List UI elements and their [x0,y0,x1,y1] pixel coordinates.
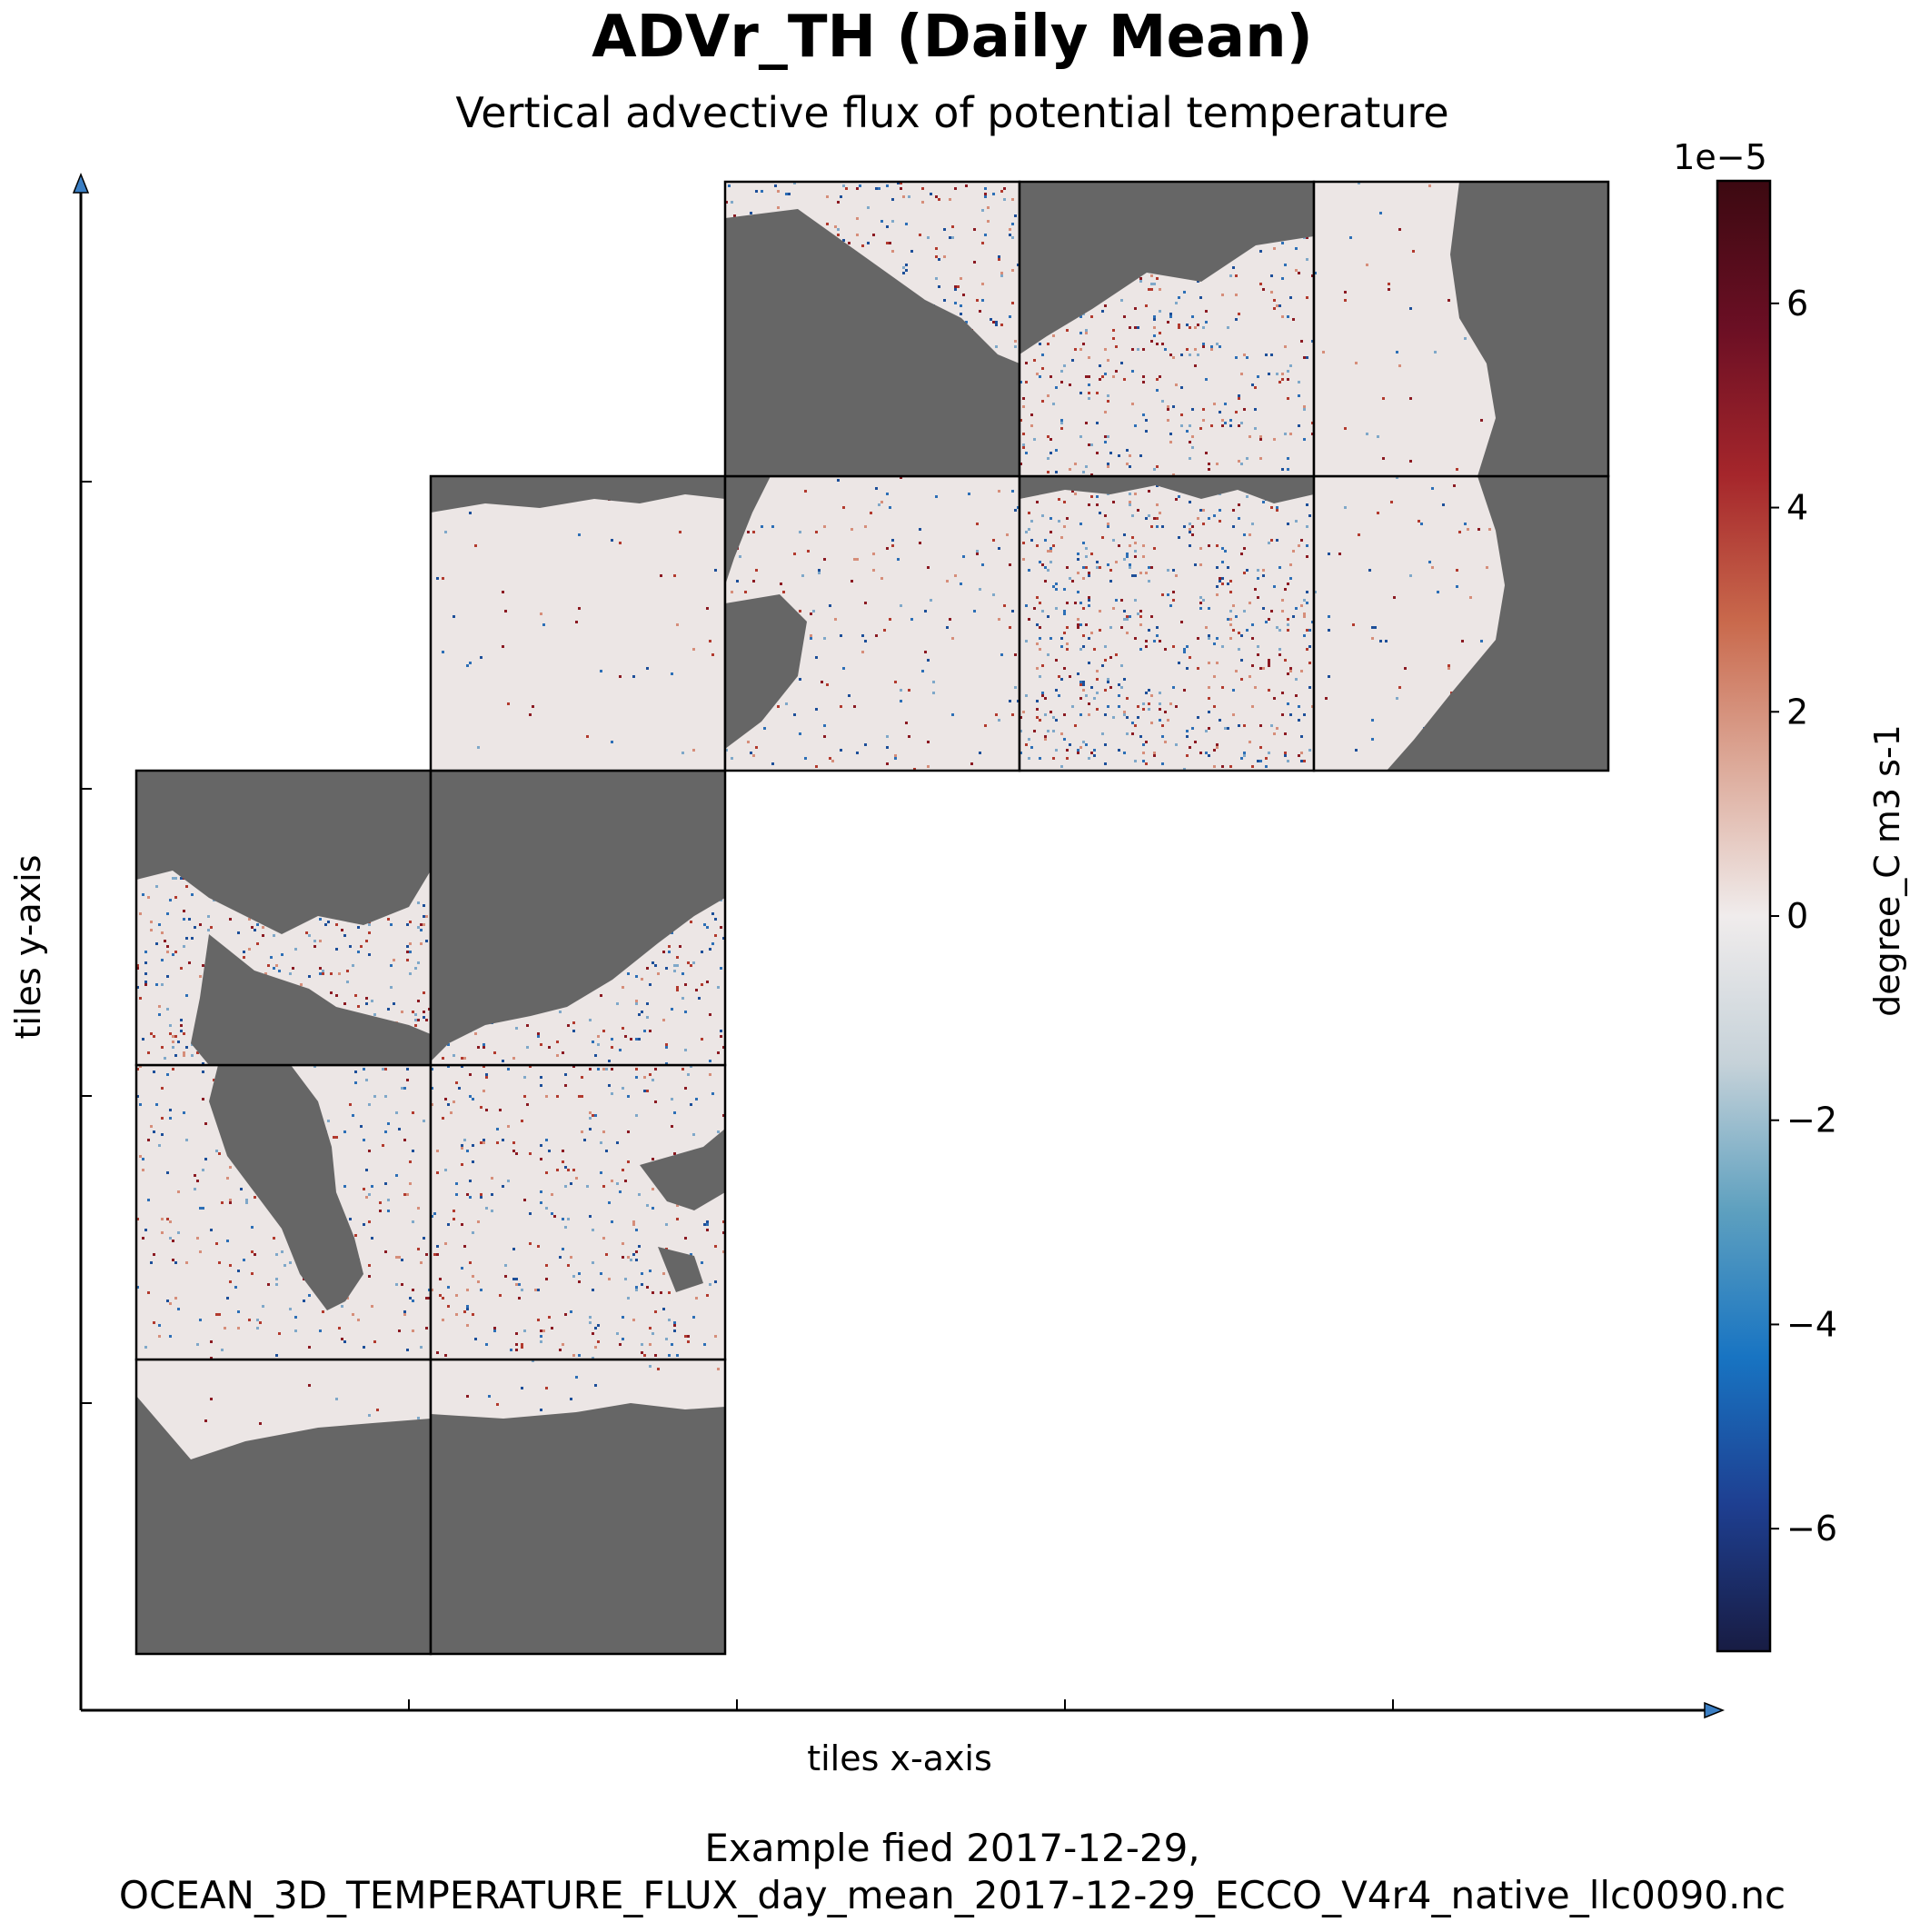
colorbar: −6 −4 −2 0 2 4 6 1e−5 degree_C m3 s-1 [1673,137,1907,1653]
caption-line-1: Example fied 2017-12-29, [704,1826,1199,1870]
land-mask [1450,182,1608,476]
tile-1-2 [429,769,727,1067]
x-axis-label: tiles x-axis [807,1738,992,1778]
colorbar-gradient [1716,179,1772,1653]
colorbar-tick-label: 4 [1786,488,1808,528]
colorbar-tick-label: −2 [1786,1100,1837,1140]
colorbar-tick-label: 6 [1786,284,1808,324]
colorbar-tick-label: −4 [1786,1304,1837,1344]
tile-1-3 [429,474,727,772]
land-mask [431,476,725,513]
land-mask [431,1403,725,1654]
y-axis-ticks [81,481,92,1404]
tile-1-0 [429,1358,727,1656]
land-mask [209,1065,363,1310]
colorbar-tick-label: 0 [1786,896,1808,936]
land-mask [640,1129,725,1210]
land-mask [725,209,1020,476]
caption-line-2: OCEAN_3D_TEMPERATURE_FLUX_day_mean_2017-… [119,1873,1786,1917]
tile-2-3 [723,474,1021,772]
land-mask [431,771,725,1061]
tile-ocean [431,1065,725,1359]
tile-4-4 [1312,180,1610,478]
colorbar-ticks: −6 −4 −2 0 2 4 6 [1770,284,1837,1549]
chart-subtitle: Vertical advective flux of potential tem… [455,88,1448,137]
tile-3-3 [1018,474,1316,772]
y-axis-arrow [72,172,90,194]
land-mask [136,1396,431,1654]
y-axis-label: tiles y-axis [8,855,48,1040]
colorbar-tick-label: −6 [1786,1509,1837,1549]
tile-ocean [1020,476,1314,771]
tile-noise [136,1065,431,1359]
tile-mosaic [134,180,1610,1656]
chart-title: ADVr_TH (Daily Mean) [592,4,1313,71]
colorbar-scale-label: 1e−5 [1673,137,1767,177]
tile-4-3 [1312,474,1610,772]
land-mask [1020,182,1314,354]
tile-0-2 [134,769,433,1067]
land-mask [658,1247,703,1292]
tile-1-1 [429,1063,727,1361]
land-mask [1020,476,1314,503]
tile-3-4 [1018,180,1316,478]
tile-0-0 [134,1358,433,1656]
land-mask [725,476,771,585]
land-mask [136,771,431,934]
land-mask [725,594,807,749]
land-mask [1387,476,1608,771]
axes [72,172,1726,1719]
colorbar-label: degree_C m3 s-1 [1867,724,1907,1017]
x-axis-ticks [408,1699,1394,1710]
tile-2-4 [723,180,1021,478]
x-axis-arrow [1704,1701,1726,1719]
colorbar-tick-label: 2 [1786,692,1808,732]
land-mask [191,934,431,1065]
tile-border [1312,180,1610,478]
tile-0-1 [134,1063,433,1361]
